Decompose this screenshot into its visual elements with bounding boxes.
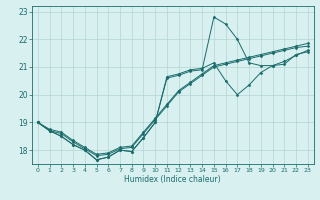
X-axis label: Humidex (Indice chaleur): Humidex (Indice chaleur): [124, 175, 221, 184]
